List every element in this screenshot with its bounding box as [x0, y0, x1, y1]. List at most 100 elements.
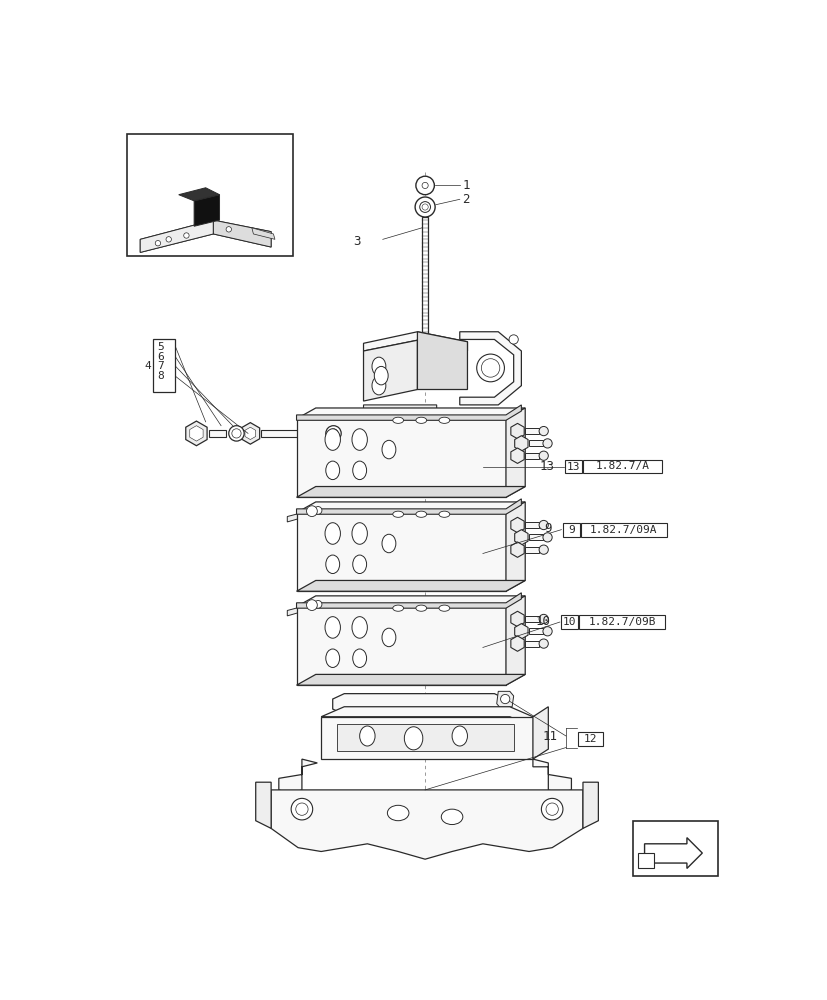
Ellipse shape — [415, 417, 426, 423]
Circle shape — [538, 451, 547, 460]
Circle shape — [538, 520, 547, 530]
Polygon shape — [296, 674, 524, 685]
Bar — [633, 821, 717, 876]
Polygon shape — [296, 580, 524, 591]
Polygon shape — [363, 340, 417, 401]
Polygon shape — [287, 602, 319, 616]
Ellipse shape — [325, 617, 340, 638]
Ellipse shape — [438, 417, 449, 423]
Ellipse shape — [352, 649, 366, 667]
Polygon shape — [296, 408, 524, 419]
Polygon shape — [140, 220, 213, 252]
Text: 7: 7 — [157, 361, 164, 371]
Polygon shape — [241, 423, 260, 444]
Circle shape — [414, 197, 435, 217]
Polygon shape — [524, 522, 538, 528]
Text: 1: 1 — [461, 179, 469, 192]
Circle shape — [545, 803, 557, 815]
Bar — [580, 523, 666, 537]
Text: 10: 10 — [535, 615, 550, 628]
Text: 13: 13 — [539, 460, 554, 473]
Polygon shape — [505, 502, 524, 591]
Circle shape — [291, 798, 313, 820]
Polygon shape — [140, 220, 270, 252]
Text: 2: 2 — [461, 193, 469, 206]
Polygon shape — [270, 790, 582, 859]
Polygon shape — [510, 448, 523, 463]
Ellipse shape — [381, 628, 395, 647]
Polygon shape — [505, 408, 524, 497]
Bar — [153, 339, 174, 392]
Text: 9: 9 — [544, 522, 552, 535]
Circle shape — [538, 614, 547, 624]
Polygon shape — [524, 453, 538, 459]
Polygon shape — [510, 517, 523, 533]
Ellipse shape — [441, 809, 462, 825]
Ellipse shape — [325, 523, 340, 544]
Polygon shape — [528, 628, 543, 634]
Circle shape — [226, 227, 232, 232]
Bar — [582, 460, 661, 473]
Polygon shape — [296, 487, 524, 497]
Polygon shape — [514, 530, 528, 545]
Polygon shape — [510, 423, 523, 439]
Polygon shape — [417, 332, 467, 389]
Polygon shape — [533, 759, 571, 794]
Text: 12: 12 — [583, 734, 597, 744]
Polygon shape — [336, 724, 513, 751]
Ellipse shape — [415, 605, 426, 611]
Circle shape — [306, 506, 317, 517]
Ellipse shape — [325, 461, 339, 480]
Polygon shape — [363, 405, 436, 416]
Polygon shape — [524, 616, 538, 622]
Ellipse shape — [351, 429, 367, 450]
Polygon shape — [279, 759, 317, 794]
Polygon shape — [524, 428, 538, 434]
Ellipse shape — [371, 376, 385, 395]
Ellipse shape — [392, 417, 403, 423]
Polygon shape — [185, 421, 207, 446]
Ellipse shape — [351, 617, 367, 638]
Circle shape — [232, 429, 241, 438]
Text: 1.82.7/09B: 1.82.7/09B — [588, 617, 655, 627]
Ellipse shape — [404, 727, 423, 750]
Polygon shape — [296, 502, 524, 513]
Polygon shape — [363, 332, 467, 351]
Ellipse shape — [352, 555, 366, 574]
Polygon shape — [194, 195, 219, 226]
Polygon shape — [296, 607, 505, 685]
Ellipse shape — [392, 605, 403, 611]
Circle shape — [325, 426, 341, 441]
Bar — [565, 460, 581, 473]
Bar — [422, 217, 428, 336]
Polygon shape — [296, 596, 524, 607]
Polygon shape — [208, 430, 226, 437]
Circle shape — [155, 241, 160, 246]
Ellipse shape — [325, 649, 339, 667]
Ellipse shape — [392, 511, 403, 517]
Ellipse shape — [352, 461, 366, 480]
Polygon shape — [496, 691, 513, 708]
Polygon shape — [505, 596, 524, 685]
Polygon shape — [510, 542, 523, 557]
Polygon shape — [514, 624, 528, 639]
Polygon shape — [179, 188, 219, 201]
Polygon shape — [510, 636, 523, 651]
Circle shape — [538, 426, 547, 436]
Circle shape — [543, 439, 552, 448]
Ellipse shape — [371, 357, 385, 376]
Text: 8: 8 — [157, 371, 164, 381]
Text: 10: 10 — [562, 617, 576, 627]
Polygon shape — [245, 427, 256, 440]
Circle shape — [415, 176, 434, 195]
Ellipse shape — [325, 555, 339, 574]
Polygon shape — [524, 641, 538, 647]
Ellipse shape — [387, 805, 409, 821]
Polygon shape — [321, 707, 533, 727]
Polygon shape — [582, 782, 598, 828]
Circle shape — [541, 798, 562, 820]
Polygon shape — [528, 534, 543, 540]
Polygon shape — [296, 499, 521, 514]
Text: 11: 11 — [542, 730, 557, 742]
Polygon shape — [510, 611, 523, 627]
